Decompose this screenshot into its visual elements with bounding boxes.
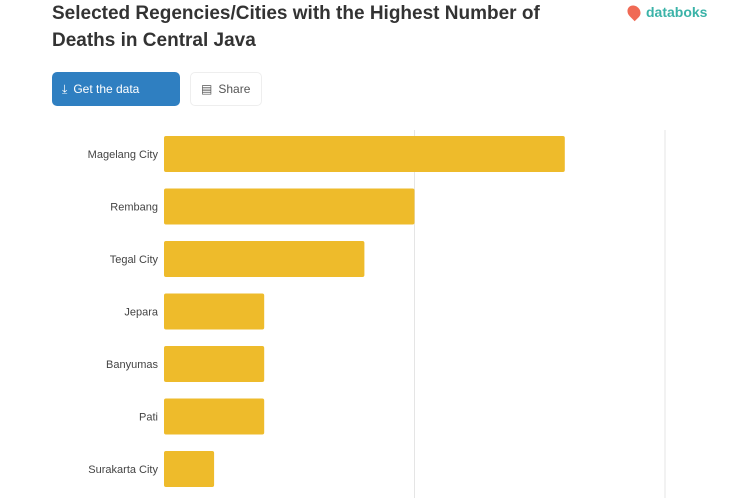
category-label: Rembang <box>110 202 158 214</box>
category-label: Banyumas <box>106 359 158 371</box>
bar <box>164 346 265 382</box>
bar <box>164 188 415 225</box>
share-button[interactable]: ▤ Share <box>190 72 262 106</box>
category-label: Jepara <box>124 307 159 319</box>
category-label: Magelang City <box>88 149 159 161</box>
bar <box>164 136 565 172</box>
category-label: Pati <box>139 412 158 424</box>
chart-title: Selected Regencies/Cities with the Highe… <box>52 3 540 51</box>
logo-text: databoks <box>646 4 708 20</box>
logo[interactable]: databoks <box>624 2 708 22</box>
download-icon: ⤓ <box>62 81 68 96</box>
bar <box>164 241 365 277</box>
share-icon: ▤ <box>201 82 213 96</box>
share-label: Share <box>218 82 251 96</box>
bar <box>164 451 215 487</box>
category-label: Tegal City <box>110 254 159 266</box>
get-data-label: Get the data <box>73 82 140 96</box>
bar <box>164 398 265 435</box>
get-data-button[interactable]: ⤓ Get the data <box>52 72 180 106</box>
category-label: Surakarta City <box>88 464 158 476</box>
bar <box>164 293 265 330</box>
